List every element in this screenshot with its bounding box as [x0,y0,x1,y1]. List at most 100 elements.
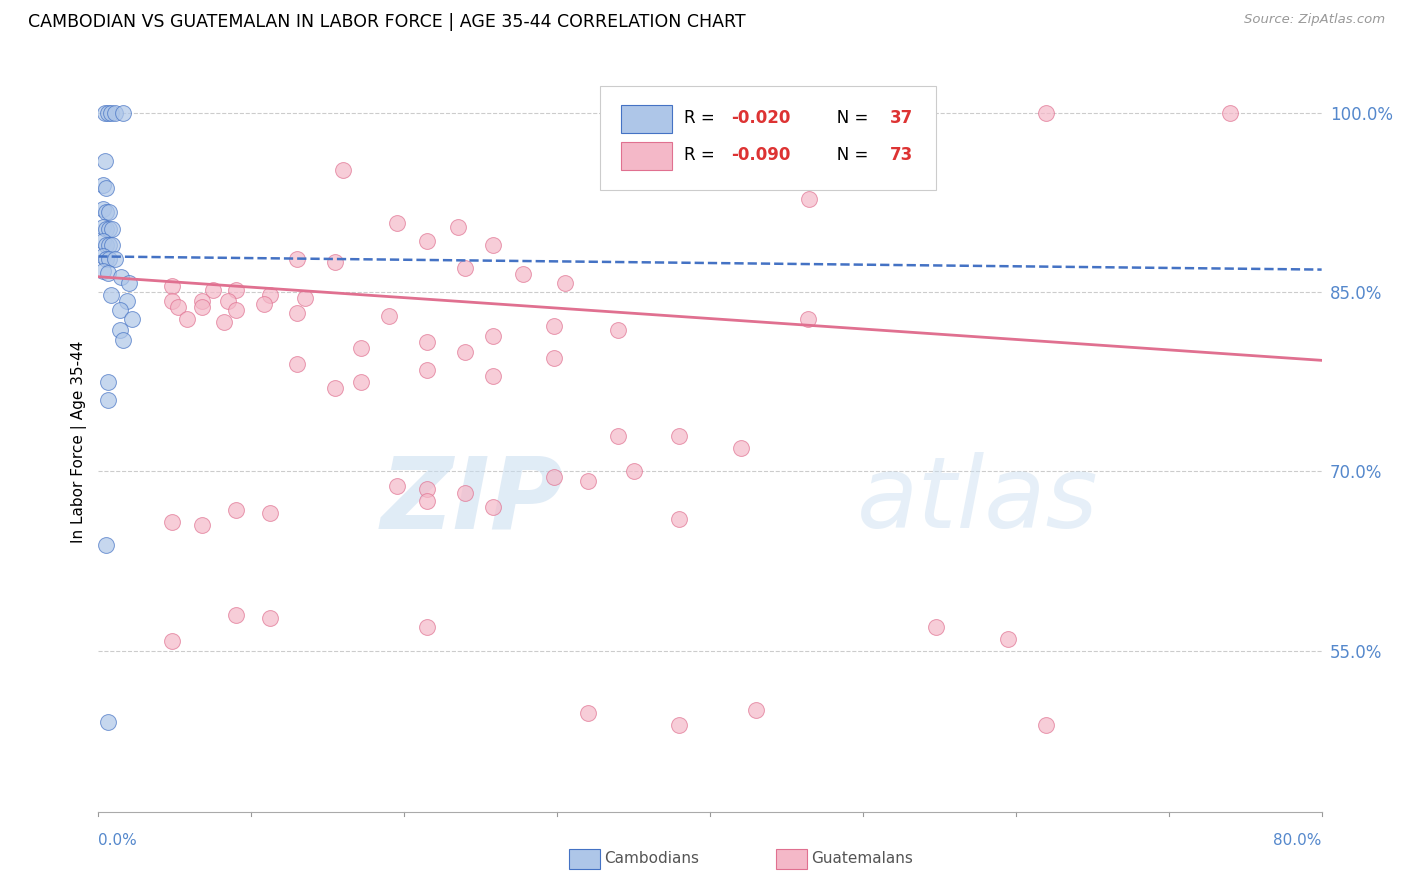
Point [191,518,214,533]
FancyBboxPatch shape [620,104,672,133]
Point [94,538,117,552]
Text: Guatemalans: Guatemalans [811,851,912,865]
Point [259,506,281,520]
Text: CAMBODIAN VS GUATEMALAN IN LABOR FORCE | AGE 35-44 CORRELATION CHART: CAMBODIAN VS GUATEMALAN IN LABOR FORCE |… [28,13,745,31]
Point [202,283,225,297]
Text: N =: N = [821,146,875,164]
Text: 0.0%: 0.0% [98,833,138,847]
Point [416,234,439,248]
Text: atlas: atlas [856,452,1098,549]
Point [176,311,198,326]
Point [997,632,1019,646]
Point [97,715,120,730]
Point [97,375,120,389]
Point [1035,106,1057,120]
Point [160,279,183,293]
Point [554,276,576,290]
Point [118,276,141,290]
Point [98,237,121,252]
Point [217,293,239,308]
Point [482,237,505,252]
Point [117,293,139,308]
Point [325,255,347,269]
Point [91,219,114,234]
Point [799,192,821,206]
Point [111,106,134,120]
Point [285,357,308,371]
Point [191,300,214,314]
Point [167,300,190,314]
Point [607,428,630,442]
Point [212,315,235,329]
Text: -0.020: -0.020 [731,109,790,127]
Point [668,512,690,526]
Point [385,216,408,230]
Point [97,266,120,280]
Text: Cambodians: Cambodians [605,851,700,865]
Point [385,479,408,493]
Point [607,153,630,168]
Point [350,375,373,389]
Point [285,252,308,266]
Text: ZIP: ZIP [380,452,564,549]
Point [100,287,122,301]
Point [416,363,439,377]
Point [91,234,114,248]
Point [745,703,768,717]
Point [93,153,115,168]
Point [225,502,247,516]
Point [160,293,183,308]
Point [91,249,114,263]
Text: N =: N = [821,109,875,127]
Point [97,392,120,407]
Point [332,163,354,178]
Point [668,428,690,442]
Point [108,323,131,337]
Point [285,305,308,319]
Point [91,178,114,192]
Point [623,464,645,478]
Point [94,205,117,219]
Point [91,202,114,216]
Point [1219,106,1241,120]
Point [543,351,565,365]
Point [482,500,505,515]
Text: Source: ZipAtlas.com: Source: ZipAtlas.com [1244,13,1385,27]
Point [350,342,373,356]
Point [101,222,124,236]
Point [98,252,121,266]
Point [730,441,752,455]
Point [576,474,599,488]
Point [416,335,439,350]
Point [797,311,820,326]
Point [1035,717,1057,731]
Point [100,106,122,120]
Point [94,222,117,236]
Point [543,470,565,484]
Point [94,237,117,252]
Point [97,106,120,120]
Point [110,269,132,284]
Point [104,106,127,120]
Point [416,619,439,633]
Text: R =: R = [685,146,720,164]
Point [294,291,316,305]
Text: 73: 73 [890,146,912,164]
Point [416,494,439,508]
Point [259,611,281,625]
Point [94,181,117,195]
Point [259,287,281,301]
Point [447,219,470,234]
Point [91,264,114,278]
Point [454,261,477,276]
Point [543,318,565,333]
Point [607,106,630,120]
Text: 80.0%: 80.0% [1274,833,1322,847]
Text: -0.090: -0.090 [731,146,790,164]
FancyBboxPatch shape [620,142,672,169]
Point [325,381,347,395]
Point [225,303,247,318]
Point [98,222,121,236]
Point [454,486,477,500]
Point [108,303,131,318]
